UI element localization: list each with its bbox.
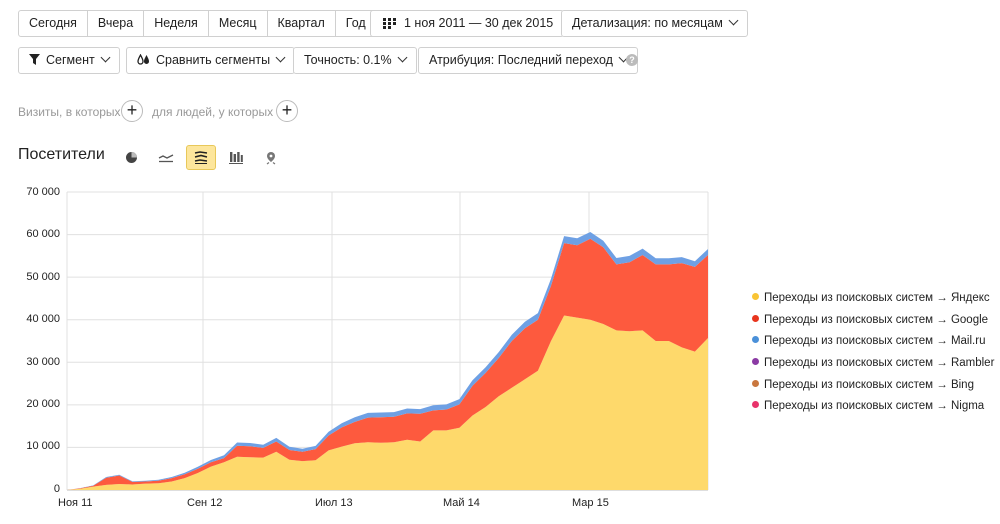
- legend-item-mail[interactable]: Переходы из поисковых систем → Mail.ru: [752, 335, 985, 347]
- compare-label: Сравнить сегменты: [156, 53, 271, 67]
- accuracy-dropdown[interactable]: Точность: 0.1%: [293, 47, 417, 74]
- add-visit-condition-button[interactable]: +: [121, 100, 143, 122]
- bar-chart-icon: [229, 152, 243, 164]
- legend-dot: [752, 401, 759, 408]
- y-tick-label: 40 000: [26, 313, 60, 325]
- legend-dot: [752, 380, 759, 387]
- period-group: Сегодня Вчера Неделя Месяц Квартал Год: [18, 10, 377, 37]
- period-week-button[interactable]: Неделя: [144, 11, 209, 36]
- attribution-dropdown[interactable]: Атрибуция: Последний переход: [418, 47, 638, 74]
- legend-label: Переходы из поисковых систем → Яндекс: [764, 292, 990, 304]
- legend-dot: [752, 336, 759, 343]
- legend-dot: [752, 358, 759, 365]
- y-tick-label: 70 000: [26, 186, 60, 198]
- filter-icon: [29, 54, 40, 65]
- legend-item-rambler[interactable]: Переходы из поисковых систем → Rambler: [752, 357, 994, 369]
- x-tick-label: Май 14: [443, 497, 480, 509]
- stacked-area-icon: [194, 151, 208, 164]
- compare-drops-icon: [137, 54, 149, 65]
- x-tick-label: Мар 15: [572, 497, 609, 509]
- legend-dot: [752, 293, 759, 300]
- period-year-button[interactable]: Год: [345, 16, 366, 30]
- y-tick-label: 50 000: [26, 271, 60, 283]
- attribution-label: Атрибуция: Последний переход: [429, 53, 613, 67]
- x-tick-label: Июл 13: [315, 497, 353, 509]
- y-tick-label: 30 000: [26, 356, 60, 368]
- people-filter-label: для людей, у которых: [152, 105, 274, 119]
- add-people-condition-button[interactable]: +: [276, 100, 298, 122]
- chart-type-bar-button[interactable]: [221, 145, 251, 170]
- period-today-button[interactable]: Сегодня: [19, 11, 88, 36]
- y-tick-label: 10 000: [26, 440, 60, 452]
- y-tick-label: 0: [53, 483, 60, 495]
- compare-segments-dropdown[interactable]: Сравнить сегменты: [126, 47, 296, 74]
- detail-label: Детализация: по месяцам: [572, 16, 723, 30]
- segment-label: Сегмент: [46, 53, 95, 67]
- y-tick-label: 60 000: [26, 228, 60, 240]
- date-range-label: 1 ноя 2011 — 30 дек 2015: [404, 16, 554, 30]
- line-chart-icon: [158, 153, 174, 162]
- chart-type-pie-button[interactable]: [116, 145, 146, 170]
- legend-item-yandex[interactable]: Переходы из поисковых систем → Яндекс: [752, 292, 990, 304]
- date-range-button[interactable]: 1 ноя 2011 — 30 дек 2015: [370, 10, 565, 37]
- x-tick-label: Ноя 11: [58, 497, 93, 509]
- x-tick-label: Сен 12: [187, 497, 223, 509]
- chart-type-area-button[interactable]: [186, 145, 216, 170]
- detail-dropdown[interactable]: Детализация: по месяцам: [561, 10, 748, 37]
- accuracy-label: Точность: 0.1%: [304, 53, 392, 67]
- legend-label: Переходы из поисковых систем → Rambler: [764, 357, 995, 369]
- segment-dropdown[interactable]: Сегмент: [18, 47, 120, 74]
- google-area: [67, 238, 708, 490]
- yandex-area: [67, 315, 708, 490]
- legend-dot: [752, 315, 759, 322]
- y-tick-label: 20 000: [26, 398, 60, 410]
- period-month-button[interactable]: Месяц: [209, 11, 268, 36]
- calendar-icon: [383, 18, 396, 29]
- visits-filter-label: Визиты, в которых: [18, 105, 121, 119]
- chart-type-line-button[interactable]: [151, 145, 181, 170]
- legend-label: Переходы из поисковых систем → Bing: [764, 379, 974, 391]
- period-quarter-button[interactable]: Квартал: [268, 11, 336, 36]
- legend-label: Переходы из поисковых систем → Google: [764, 314, 989, 326]
- report-title: Посетители: [18, 146, 105, 163]
- legend-item-google[interactable]: Переходы из поисковых систем → Google: [752, 314, 988, 326]
- help-icon[interactable]: ?: [626, 54, 638, 66]
- chart-type-map-button[interactable]: [256, 145, 286, 170]
- period-yesterday-button[interactable]: Вчера: [88, 11, 145, 36]
- legend-item-nigma[interactable]: Переходы из поисковых систем → Nigma: [752, 400, 984, 412]
- legend-label: Переходы из поисковых систем → Nigma: [764, 400, 985, 412]
- legend-item-bing[interactable]: Переходы из поисковых систем → Bing: [752, 379, 974, 391]
- pie-chart-icon: [125, 152, 137, 163]
- legend-label: Переходы из поисковых систем → Mail.ru: [764, 335, 986, 347]
- map-pin-icon: [266, 151, 276, 164]
